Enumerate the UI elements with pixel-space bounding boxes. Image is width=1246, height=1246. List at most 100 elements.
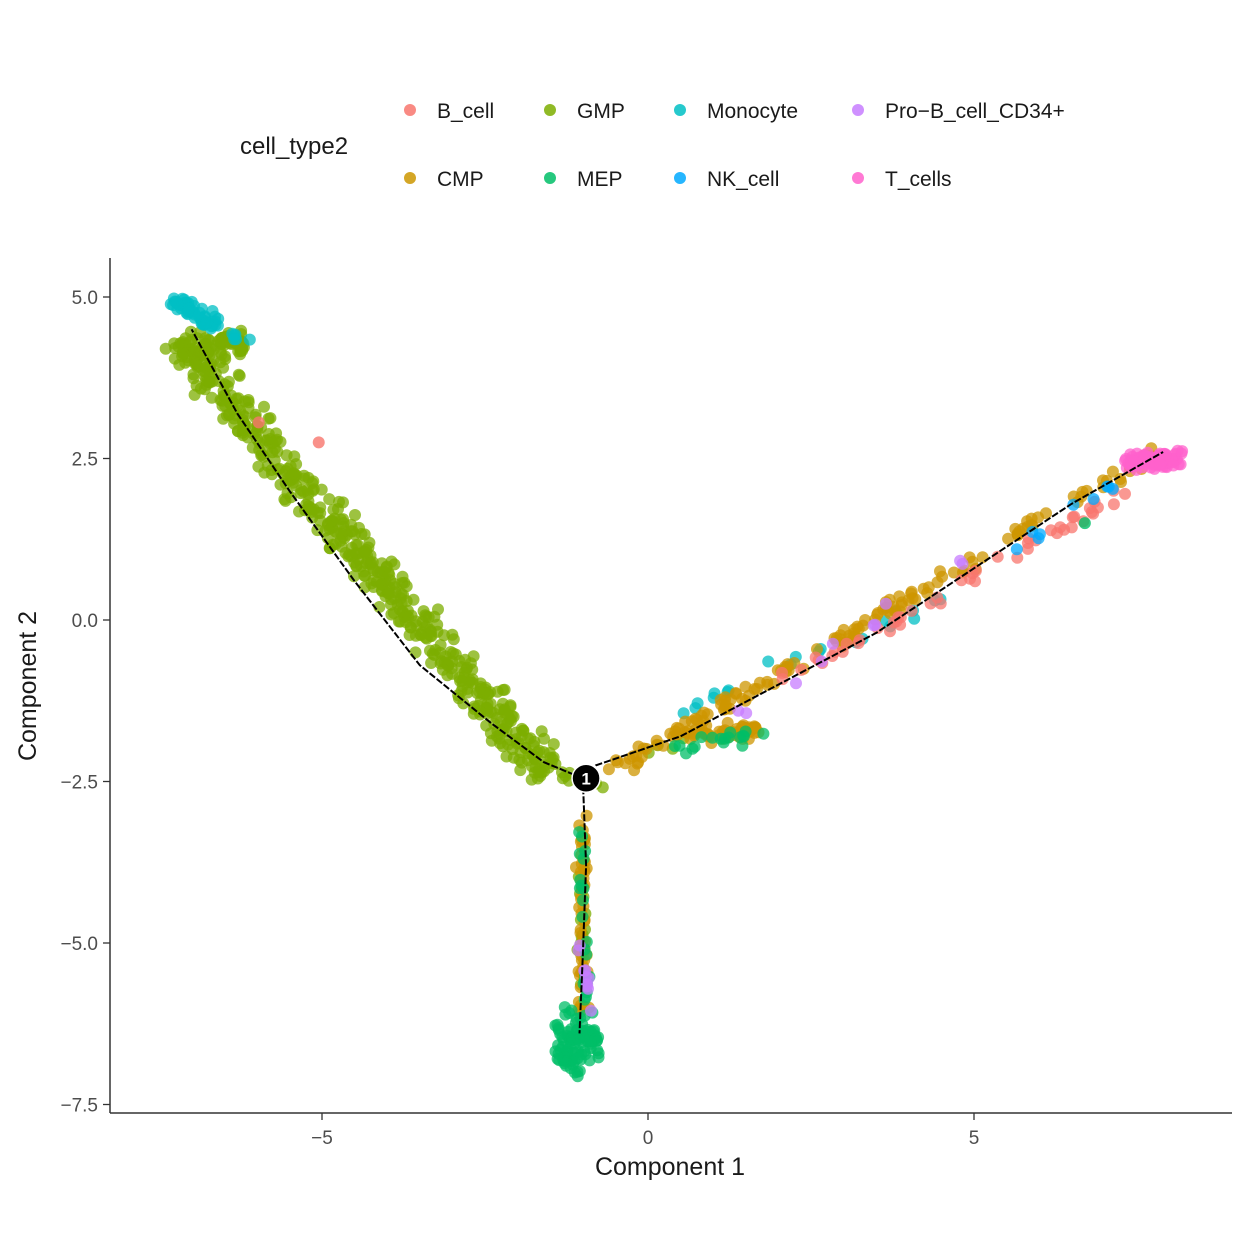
point-mep [673, 739, 686, 752]
y-tick-label: −7.5 [60, 1096, 98, 1117]
point-gmp [217, 412, 230, 425]
legend-item-monocyte: Monocyte [674, 100, 798, 123]
legend-entries: B_cell GMP Monocyte Pro−B_cell_CD34+ CMP MEP N… [404, 100, 1065, 191]
point-gmp [455, 661, 468, 674]
point-gmp [199, 345, 212, 358]
point-gmp [302, 500, 315, 513]
point-t-cells [1130, 463, 1143, 476]
point-cmp [628, 764, 641, 777]
point-gmp [383, 568, 396, 581]
point-gmp [538, 732, 550, 745]
point-pro-b-cell-cd34 [582, 982, 594, 995]
point-cmp [630, 749, 643, 762]
point-gmp [216, 394, 229, 407]
legend-label-pro-b-cell-cd34: Pro−B_cell_CD34+ [885, 100, 1065, 123]
point-gmp [424, 629, 437, 642]
legend-item-mep: MEP [544, 168, 623, 191]
point-gmp [415, 629, 427, 642]
point-mep [736, 739, 749, 752]
point-gmp [509, 726, 522, 739]
point-gmp [438, 629, 450, 642]
point-mep [571, 1052, 584, 1065]
point-b-cell [312, 436, 325, 449]
point-mep [573, 826, 586, 839]
legend-label-gmp: GMP [577, 100, 625, 123]
point-gmp [188, 388, 201, 401]
point-gmp [468, 700, 481, 713]
point-gmp [501, 716, 514, 729]
trajectory-branch-3 [578, 778, 588, 1034]
point-mep [706, 731, 719, 744]
legend-label-mep: MEP [577, 168, 623, 191]
point-monocyte [228, 333, 241, 346]
point-cmp [906, 592, 919, 605]
point-t-cells [1154, 458, 1167, 471]
point-b-cell [1066, 511, 1079, 524]
point-monocyte [171, 297, 184, 310]
point-cmp [718, 694, 731, 707]
point-cmp [1021, 515, 1034, 528]
point-pro-b-cell-cd34 [578, 964, 591, 977]
point-cmp [1002, 532, 1015, 545]
point-b-cell [1087, 507, 1100, 520]
point-b-cell [1119, 487, 1131, 500]
point-gmp [546, 753, 559, 766]
point-monocyte [200, 316, 213, 329]
point-gmp [323, 493, 336, 506]
series-b-cell [776, 484, 1131, 686]
point-cmp [739, 680, 752, 693]
point-nk-cell [1010, 543, 1023, 556]
y-tick-label: −2.5 [60, 773, 98, 794]
y-tick-label: 0.0 [72, 611, 98, 632]
y-tick-label: 2.5 [72, 450, 98, 471]
point-gmp [466, 663, 479, 676]
point-pro-b-cell-cd34 [585, 1004, 597, 1017]
point-gmp [426, 647, 439, 660]
point-gmp [301, 483, 314, 496]
x-axis-ticks: −5 0 5 [311, 1113, 979, 1149]
point-mep [737, 729, 750, 742]
point-cmp [921, 587, 934, 600]
point-gmp [192, 360, 205, 373]
point-monocyte [762, 655, 775, 668]
point-gmp [485, 734, 498, 747]
point-gmp [258, 400, 270, 413]
point-gmp [399, 616, 412, 628]
x-axis-title: Component 1 [595, 1153, 745, 1181]
point-gmp [273, 462, 286, 475]
point-cmp [602, 763, 615, 776]
point-nk-cell [1032, 532, 1045, 545]
point-gmp [466, 676, 479, 689]
point-pro-b-cell-cd34 [790, 677, 802, 690]
point-gmp [409, 646, 422, 659]
point-mep [577, 852, 590, 865]
point-gmp [431, 618, 444, 631]
point-mep [587, 1025, 600, 1038]
point-gmp [497, 684, 509, 696]
point-gmp [264, 412, 277, 425]
point-gmp [359, 546, 372, 559]
point-b-cell [252, 416, 265, 429]
point-mep [552, 1047, 565, 1060]
point-mep [577, 894, 589, 907]
legend-item-cmp: CMP [404, 168, 484, 191]
legend-key-mep [544, 172, 556, 184]
legend-item-gmp: GMP [544, 100, 625, 123]
point-gmp [400, 595, 413, 608]
point-cmp [1106, 465, 1119, 478]
legend-label-b-cell: B_cell [437, 100, 494, 123]
point-gmp [363, 536, 376, 549]
y-tick-label: 5.0 [72, 288, 98, 309]
y-tick-label: −5.0 [60, 934, 98, 955]
legend-item-nk-cell: NK_cell [674, 168, 779, 191]
point-gmp [504, 700, 517, 713]
point-mep [576, 910, 589, 923]
point-pro-b-cell-cd34 [879, 597, 892, 610]
point-gmp [284, 491, 297, 504]
point-mep [572, 1034, 585, 1046]
point-mep [695, 731, 708, 744]
branch-point-label: 1 [581, 769, 590, 788]
point-mep [724, 726, 737, 739]
point-mep [584, 1035, 597, 1048]
